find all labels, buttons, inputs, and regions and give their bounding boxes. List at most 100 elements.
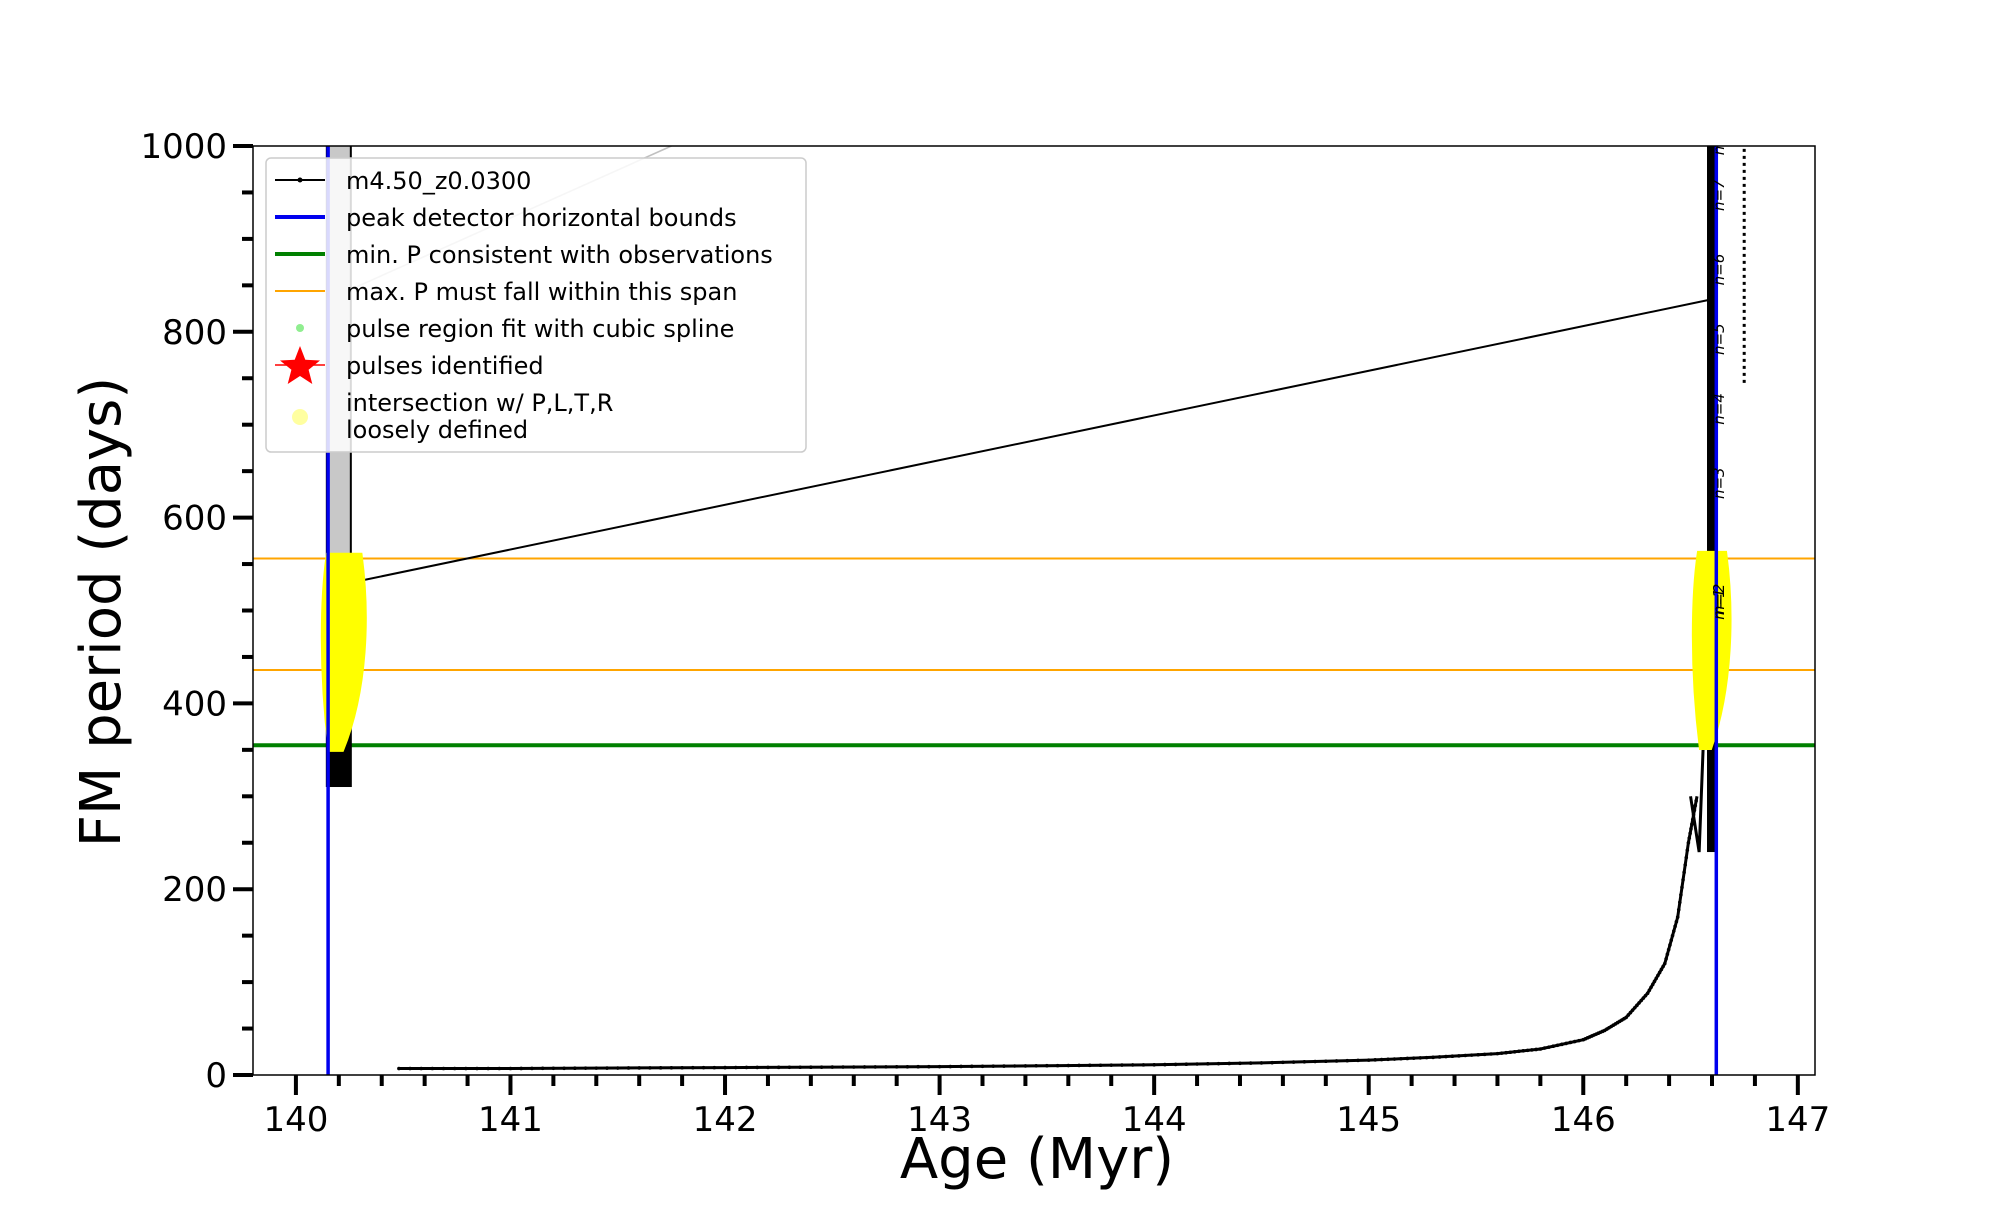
series-point xyxy=(497,1066,502,1071)
series-point xyxy=(1626,1013,1631,1017)
legend-handle-6 xyxy=(292,409,308,425)
series-line-0 xyxy=(398,796,1699,1070)
series-point xyxy=(1551,1044,1556,1049)
series-point xyxy=(798,1065,802,1070)
series-point xyxy=(991,1064,996,1068)
legend-label-3: max. P must fall within this span xyxy=(346,278,737,306)
series-point xyxy=(1379,1057,1384,1062)
legend-label-0: m4.50_z0.0300 xyxy=(346,167,531,195)
series-point xyxy=(1392,1057,1397,1061)
series-point xyxy=(1173,1062,1178,1067)
series-point xyxy=(766,1065,770,1070)
y-tick-label-2: 400 xyxy=(162,684,227,724)
series-point xyxy=(1437,1055,1442,1059)
series-point xyxy=(573,1066,577,1071)
series-point xyxy=(530,1066,534,1071)
axis-ticks: 140 141 142 143 144 145 146 147 0 200 400 600 800 100… xyxy=(140,127,1830,1140)
series-point xyxy=(1682,870,1686,875)
series-point xyxy=(1650,982,1655,987)
yellow-region-1 xyxy=(1691,550,1732,750)
series-point xyxy=(1632,1005,1637,1010)
legend-label-2: min. P consistent with observations xyxy=(346,241,773,269)
series-point xyxy=(605,1066,609,1070)
series-point xyxy=(830,1065,835,1069)
series-point xyxy=(1688,831,1692,836)
series-point xyxy=(1673,924,1677,929)
series-point xyxy=(894,1065,899,1069)
series-point xyxy=(1405,1056,1410,1061)
series-point xyxy=(1444,1054,1448,1059)
y-tick-label-3: 600 xyxy=(162,499,227,539)
series-point xyxy=(1508,1050,1513,1055)
series-point xyxy=(1248,1061,1253,1065)
series-point xyxy=(1512,1049,1517,1054)
series-point xyxy=(1672,929,1676,933)
series-point xyxy=(1087,1063,1092,1068)
series-point xyxy=(851,1065,856,1069)
series-point xyxy=(1555,1043,1560,1048)
series-point xyxy=(776,1065,781,1070)
series-point xyxy=(937,1064,942,1069)
series-point xyxy=(1668,943,1672,947)
x-tick-label-2: 142 xyxy=(693,1100,758,1140)
series-point xyxy=(1216,1061,1221,1066)
connector-line-0 xyxy=(360,298,1713,582)
series-point xyxy=(1411,1056,1416,1060)
series-point xyxy=(1163,1062,1167,1067)
series-point xyxy=(1345,1058,1350,1063)
series-point xyxy=(1195,1062,1199,1066)
series-point xyxy=(1399,1056,1403,1061)
series-point xyxy=(475,1066,479,1071)
series-point xyxy=(1504,1050,1508,1055)
series-point xyxy=(809,1065,813,1069)
series-point xyxy=(1687,836,1692,840)
series-point xyxy=(1693,803,1698,808)
series-point xyxy=(1205,1062,1210,1066)
series-point xyxy=(927,1064,931,1069)
series-point xyxy=(1034,1064,1038,1068)
x-tick-label-3: 143 xyxy=(907,1100,972,1140)
n-label-right-1: n=2 xyxy=(1710,584,1728,616)
n-label-right-0: n=1 xyxy=(1710,588,1728,620)
series-point xyxy=(884,1065,888,1069)
n-label-left-0: 16 xyxy=(343,125,361,144)
series-point xyxy=(1120,1063,1124,1067)
y-tick-label-0: 0 xyxy=(205,1056,227,1096)
series-point xyxy=(1495,1051,1500,1056)
series-point xyxy=(1675,915,1680,919)
series-point xyxy=(583,1066,588,1070)
series-point xyxy=(1529,1048,1534,1052)
series-point xyxy=(1281,1060,1285,1065)
series-point xyxy=(1045,1063,1049,1068)
series-point xyxy=(1669,938,1674,943)
series-point xyxy=(1259,1061,1264,1065)
y-axis-title: FM period (days) xyxy=(69,377,134,847)
series-point xyxy=(691,1065,695,1070)
series-point xyxy=(1664,957,1668,961)
series-point xyxy=(1450,1054,1455,1059)
series-point xyxy=(1676,907,1681,912)
y-tick-label-1: 200 xyxy=(162,870,227,910)
series-point xyxy=(1302,1060,1307,1064)
series-point xyxy=(916,1064,920,1069)
series-point xyxy=(1666,947,1671,952)
series-point xyxy=(1489,1052,1493,1056)
series-point xyxy=(1661,964,1665,969)
series-point xyxy=(1639,998,1644,1003)
legend-label-4: pulse region fit with cubic spline xyxy=(346,315,734,343)
series-point xyxy=(701,1065,706,1070)
series-point xyxy=(1683,863,1687,867)
n-label-right-3: n=4 xyxy=(1710,393,1728,425)
series-point xyxy=(1291,1060,1296,1064)
series-point xyxy=(1694,799,1698,803)
series-point xyxy=(1564,1041,1568,1046)
series-point xyxy=(733,1065,738,1070)
series-point xyxy=(1334,1059,1339,1063)
series-point xyxy=(1577,1038,1581,1043)
legend-handle-marker-0 xyxy=(297,177,303,183)
series-point xyxy=(1324,1059,1328,1064)
series-point xyxy=(1630,1008,1635,1012)
series-point xyxy=(1690,822,1694,826)
